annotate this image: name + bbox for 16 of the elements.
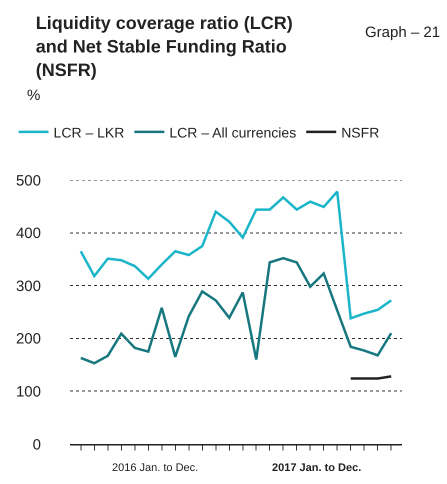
y-tick-label: 0 [32,436,41,454]
chart-title: Liquidity coverage ratio (LCR) and Net Stable Funding Ratio (NSFR) [36,13,293,80]
text: 2017 Jan. to Dec. [272,462,362,474]
line-series [80,190,392,320]
text: Graph – 21 [365,24,440,41]
y-tick-label: 100 [16,383,41,400]
legend-label: LCR – All currencies [169,124,296,140]
y-tick-label: 300 [16,278,41,295]
legend-label: NSFR [341,124,380,140]
y-tick-label: 200 [16,330,41,348]
legend-label: LCR – LKR [54,124,124,140]
line-series [80,256,392,364]
y-tick-label: 500 [16,172,41,190]
text: 2016 Jan. to Dec. [112,462,198,474]
y-tick-label: 400 [16,225,41,242]
y-axis-title: % [27,87,40,104]
